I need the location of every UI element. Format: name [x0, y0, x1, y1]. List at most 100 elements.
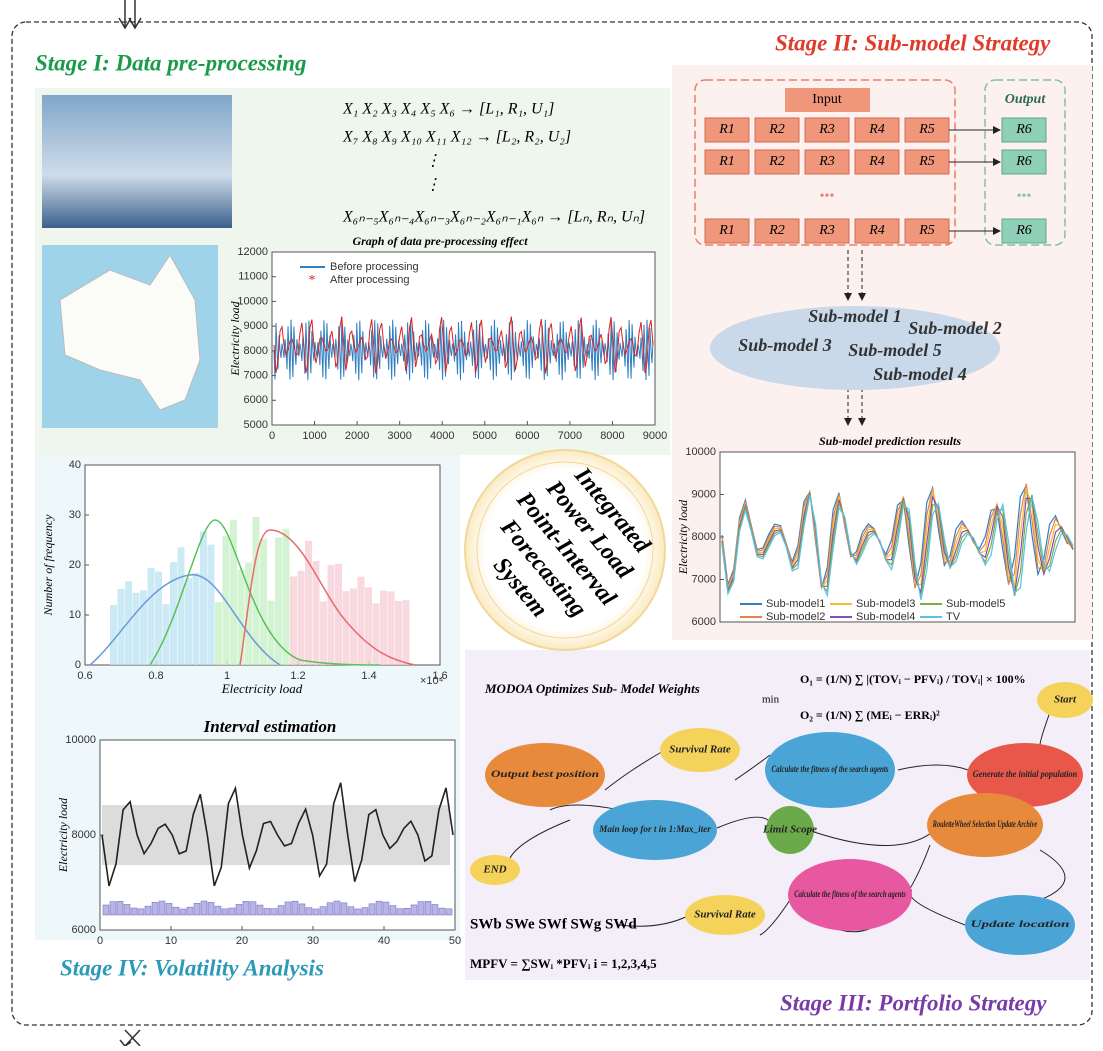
decorative-bar: [185, 578, 192, 665]
submodel-label: Sub-model 4: [873, 364, 967, 384]
energy-photo: [42, 95, 232, 228]
legend-entry: TV: [946, 611, 961, 623]
cell-label: R4: [868, 223, 885, 238]
cell-label: R1: [718, 122, 735, 137]
node-label: Start: [1054, 694, 1077, 706]
decorative-bar: [298, 571, 305, 665]
cell-label: R2: [768, 122, 785, 137]
y-tick-label: 12000: [237, 246, 268, 258]
x-tick-label: 0.6: [77, 670, 92, 682]
cell-label: R6: [1015, 223, 1032, 238]
y-tick-label: 6000: [692, 616, 716, 628]
decorative-bar: [369, 904, 375, 915]
decorative-bar: [313, 561, 320, 665]
x-tick-label: 9000: [643, 430, 667, 442]
decorative-bar: [383, 902, 389, 915]
y-axis-label: Electricity load: [56, 797, 70, 873]
cell-label: R5: [918, 154, 935, 169]
cell-label: R2: [768, 154, 785, 169]
decorative-bar: [376, 901, 382, 915]
cell-label: R6: [1015, 154, 1032, 169]
decorative-bar: [290, 576, 297, 665]
decorative-bar: [245, 562, 252, 665]
node-label: Main loop for t in 1:Max_iter: [598, 825, 711, 835]
x-tick-label: 50: [449, 935, 461, 947]
decorative-bar: [187, 907, 193, 915]
decorative-bar: [152, 902, 158, 915]
decorative-bar: [388, 591, 395, 665]
decorative-bar: [133, 593, 140, 665]
chart-title: Sub-model prediction results: [819, 434, 961, 448]
decorative-bar: [320, 601, 327, 665]
decorative-bar: [285, 902, 291, 915]
legend-entry: Sub-model1: [766, 598, 825, 610]
decorative-bar: [365, 587, 372, 665]
decorative-bar: [138, 909, 144, 915]
cell-label: R1: [718, 223, 735, 238]
x-tick-label: 40: [378, 935, 390, 947]
y-tick-label: 20: [69, 559, 81, 571]
decorative-bar: [208, 902, 214, 915]
stage-title: Stage II: Sub-model Strategy: [775, 30, 1051, 55]
decorative-bar: [159, 901, 165, 915]
cell-label: R4: [868, 154, 885, 169]
decorative-bar: [299, 904, 305, 915]
y-tick-label: 10: [69, 609, 81, 621]
decorative-bar: [145, 906, 151, 915]
y-tick-label: 8000: [244, 345, 268, 357]
decorative-bar: [243, 901, 249, 915]
y-tick-label: 7000: [692, 573, 716, 585]
decorative-bar: [348, 907, 354, 915]
x-tick-label: 6000: [515, 430, 539, 442]
formula: min: [762, 694, 780, 706]
decorative-bar: [173, 907, 179, 915]
decorative-bar: [306, 908, 312, 915]
node-label: Output best position: [491, 770, 599, 780]
node-label: Limit Scope: [762, 824, 817, 836]
y-tick-label: 30: [69, 509, 81, 521]
decorative-bar: [403, 600, 410, 665]
decorative-bar: [439, 908, 445, 915]
y-tick-label: 8000: [72, 829, 96, 841]
diagram: Stage I: Data pre-processingStage II: Su…: [0, 0, 1103, 1046]
x-tick-label: 8000: [600, 430, 624, 442]
y-tick-label: 7000: [244, 369, 268, 381]
decorative-bar: [193, 573, 200, 665]
cell-label: R1: [718, 154, 735, 169]
chart-title: Interval estimation: [203, 717, 337, 736]
decorative-bar: [341, 903, 347, 915]
formula: O₁ = (1/N) ∑ |(TOVᵢ − PFVᵢ) / TOVᵢ| × 10…: [800, 672, 1026, 686]
cell-label: R5: [918, 122, 935, 137]
y-tick-label: 9000: [692, 488, 716, 500]
y-tick-label: 6000: [72, 924, 96, 936]
decorative-bar: [397, 909, 403, 915]
stage-title: Stage III: Portfolio Strategy: [780, 990, 1047, 1015]
chart-title: Graph of data pre-processing effect: [352, 234, 528, 248]
decorative-bar: [236, 904, 242, 915]
decorative-bar: [148, 568, 155, 665]
submodel-label: Sub-model 2: [908, 318, 1002, 338]
legend-entry: Sub-model2: [766, 611, 825, 623]
x-tick-label: 1.4: [361, 670, 376, 682]
decorative-bar: [222, 909, 228, 915]
decorative-bar: [117, 901, 123, 915]
decorative-bar: [131, 908, 137, 915]
decorative-bar: [110, 605, 117, 665]
decorative-bar: [404, 908, 410, 915]
decorative-bar: [327, 903, 333, 915]
decorative-bar: [208, 545, 215, 665]
decorative-bar: [229, 908, 235, 915]
legend-entry: After processing: [330, 274, 409, 286]
formula: ⋮: [425, 177, 441, 194]
y-axis-label: Electricity load: [676, 499, 690, 575]
cell-label: R6: [1015, 122, 1032, 137]
node-label: Calculate the fitness of the search agen…: [794, 890, 906, 900]
formula: O₂ = (1/N) ∑ (MEᵢ − ERRᵢ)²: [800, 708, 940, 722]
x-axis-label: Electricity load: [221, 681, 303, 696]
decorative-bar: [425, 901, 431, 915]
decorative-bar: [411, 905, 417, 915]
x-tick-label: 10: [165, 935, 177, 947]
decorative-bar: [178, 547, 185, 665]
decorative-bar: [110, 902, 116, 915]
formula: X₁ X₂ X₃ X₄ X₅ X₆ → [L₁, R₁, U₁]: [342, 101, 554, 118]
